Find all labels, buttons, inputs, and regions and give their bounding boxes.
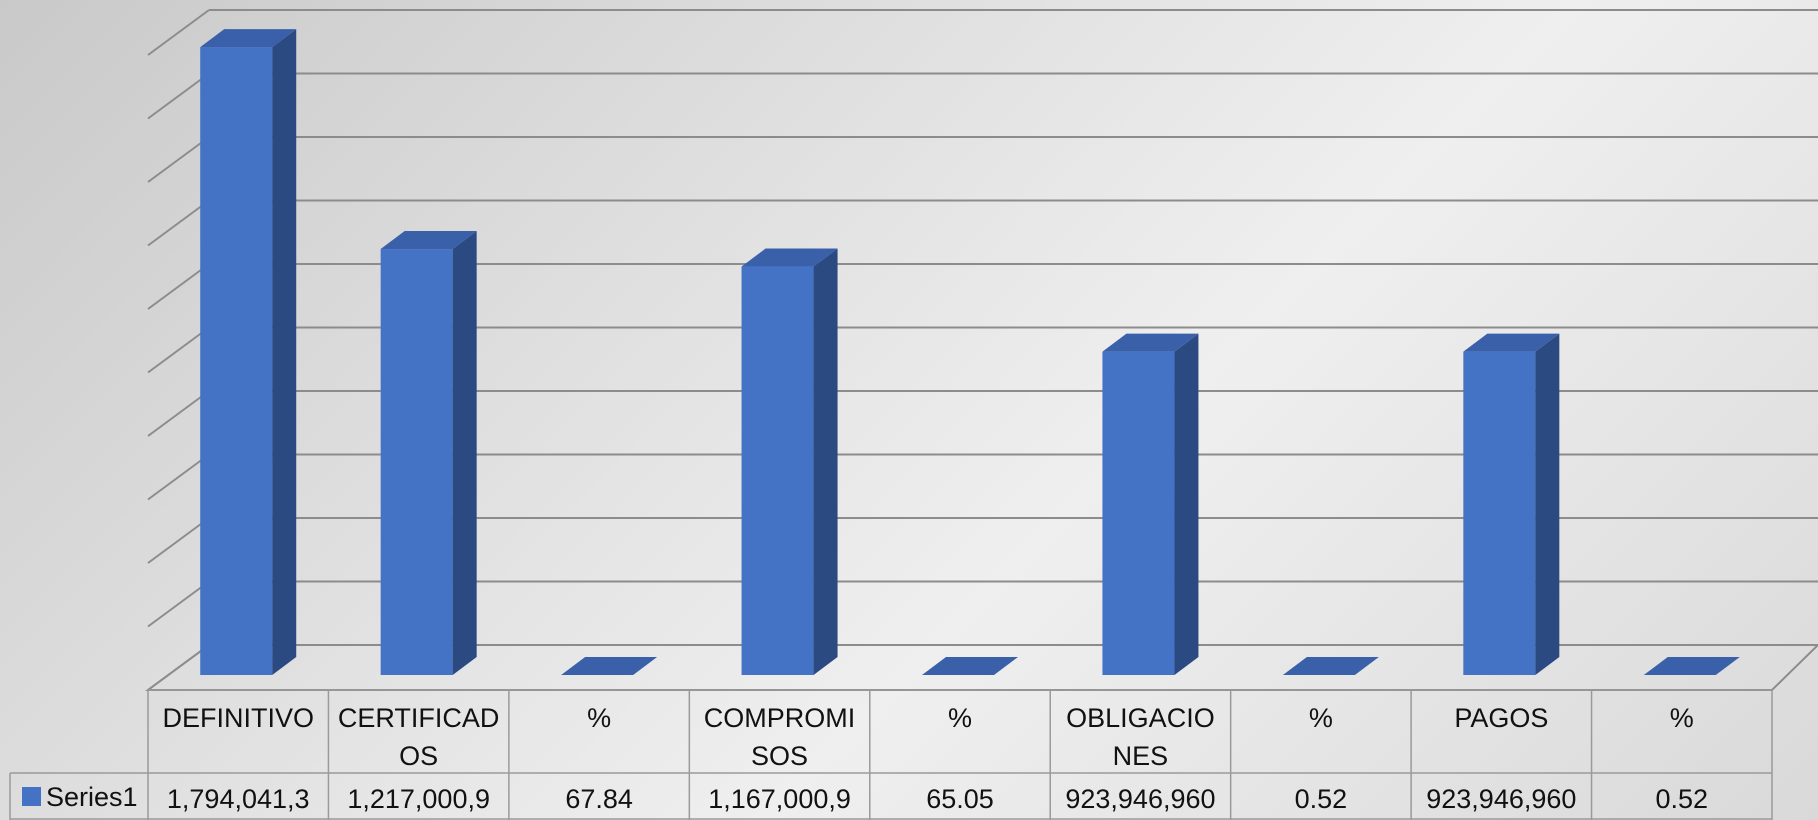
bar-top xyxy=(1282,657,1379,675)
gridline-side xyxy=(147,453,210,501)
category-label: DEFINITIVO xyxy=(162,703,314,733)
gridline-side xyxy=(147,199,210,247)
bar-top xyxy=(922,657,1018,675)
bar-top xyxy=(561,657,658,675)
bar-side xyxy=(452,231,477,675)
table-value: 923,946,960 xyxy=(1426,784,1576,814)
bar xyxy=(561,657,658,675)
bar xyxy=(1282,657,1379,675)
bar-side xyxy=(272,29,297,675)
gridline-side xyxy=(147,390,210,437)
category-label: % xyxy=(948,703,972,733)
table-value: 1,217,000,9 xyxy=(347,784,490,814)
bars xyxy=(200,29,1740,675)
series-name: Series1 xyxy=(46,782,138,812)
bar-front xyxy=(1463,351,1536,675)
category-label: % xyxy=(1670,703,1694,733)
table-value: 0.52 xyxy=(1295,784,1348,814)
gridline-side xyxy=(147,263,210,310)
category-label: % xyxy=(1309,703,1333,733)
category-label: CERTIFICAD xyxy=(338,703,500,733)
bar-top xyxy=(1463,333,1560,352)
bar-side xyxy=(1174,333,1199,675)
bar xyxy=(380,231,477,675)
category-label: PAGOS xyxy=(1454,703,1548,733)
bar-top xyxy=(1102,333,1199,352)
table-value: 1,167,000,9 xyxy=(708,784,851,814)
table-value: 923,946,960 xyxy=(1065,784,1215,814)
bar-top xyxy=(1643,657,1740,675)
category-label: % xyxy=(587,703,611,733)
bar xyxy=(741,248,838,675)
category-label: NES xyxy=(1113,741,1169,771)
bar-top xyxy=(380,231,477,250)
category-label: SOS xyxy=(751,741,808,771)
bar xyxy=(1463,333,1560,675)
table-value: 67.84 xyxy=(565,784,633,814)
category-label: OBLIGACIO xyxy=(1066,703,1215,733)
bar-top xyxy=(741,248,838,267)
gridline-side xyxy=(147,517,210,564)
table-value: 65.05 xyxy=(926,784,994,814)
bar-front xyxy=(741,266,814,675)
gridline-side xyxy=(147,326,210,374)
bar xyxy=(1102,333,1199,675)
gridline-side xyxy=(147,72,210,120)
bar-side xyxy=(813,248,838,675)
gridlines xyxy=(144,9,1818,691)
table-value: 1,794,041,3 xyxy=(167,784,310,814)
gridline-side xyxy=(147,136,210,183)
bar-front xyxy=(380,249,453,675)
gridline-side xyxy=(147,580,210,628)
bar-top xyxy=(200,29,297,48)
bar xyxy=(1643,657,1740,675)
category-label: COMPROMI xyxy=(704,703,856,733)
table-value: 0.52 xyxy=(1655,784,1708,814)
category-label: OS xyxy=(399,741,438,771)
bar xyxy=(922,657,1018,675)
data-table: DEFINITIVO CERTIFICAD OS% COMPROMI SOS% OBLIG… xyxy=(9,689,1773,820)
gridline-side xyxy=(147,9,210,56)
legend-key xyxy=(22,787,41,806)
bar-front xyxy=(200,47,273,675)
bar-side xyxy=(1535,333,1560,675)
bar-front xyxy=(1102,351,1175,675)
bar xyxy=(200,29,297,675)
